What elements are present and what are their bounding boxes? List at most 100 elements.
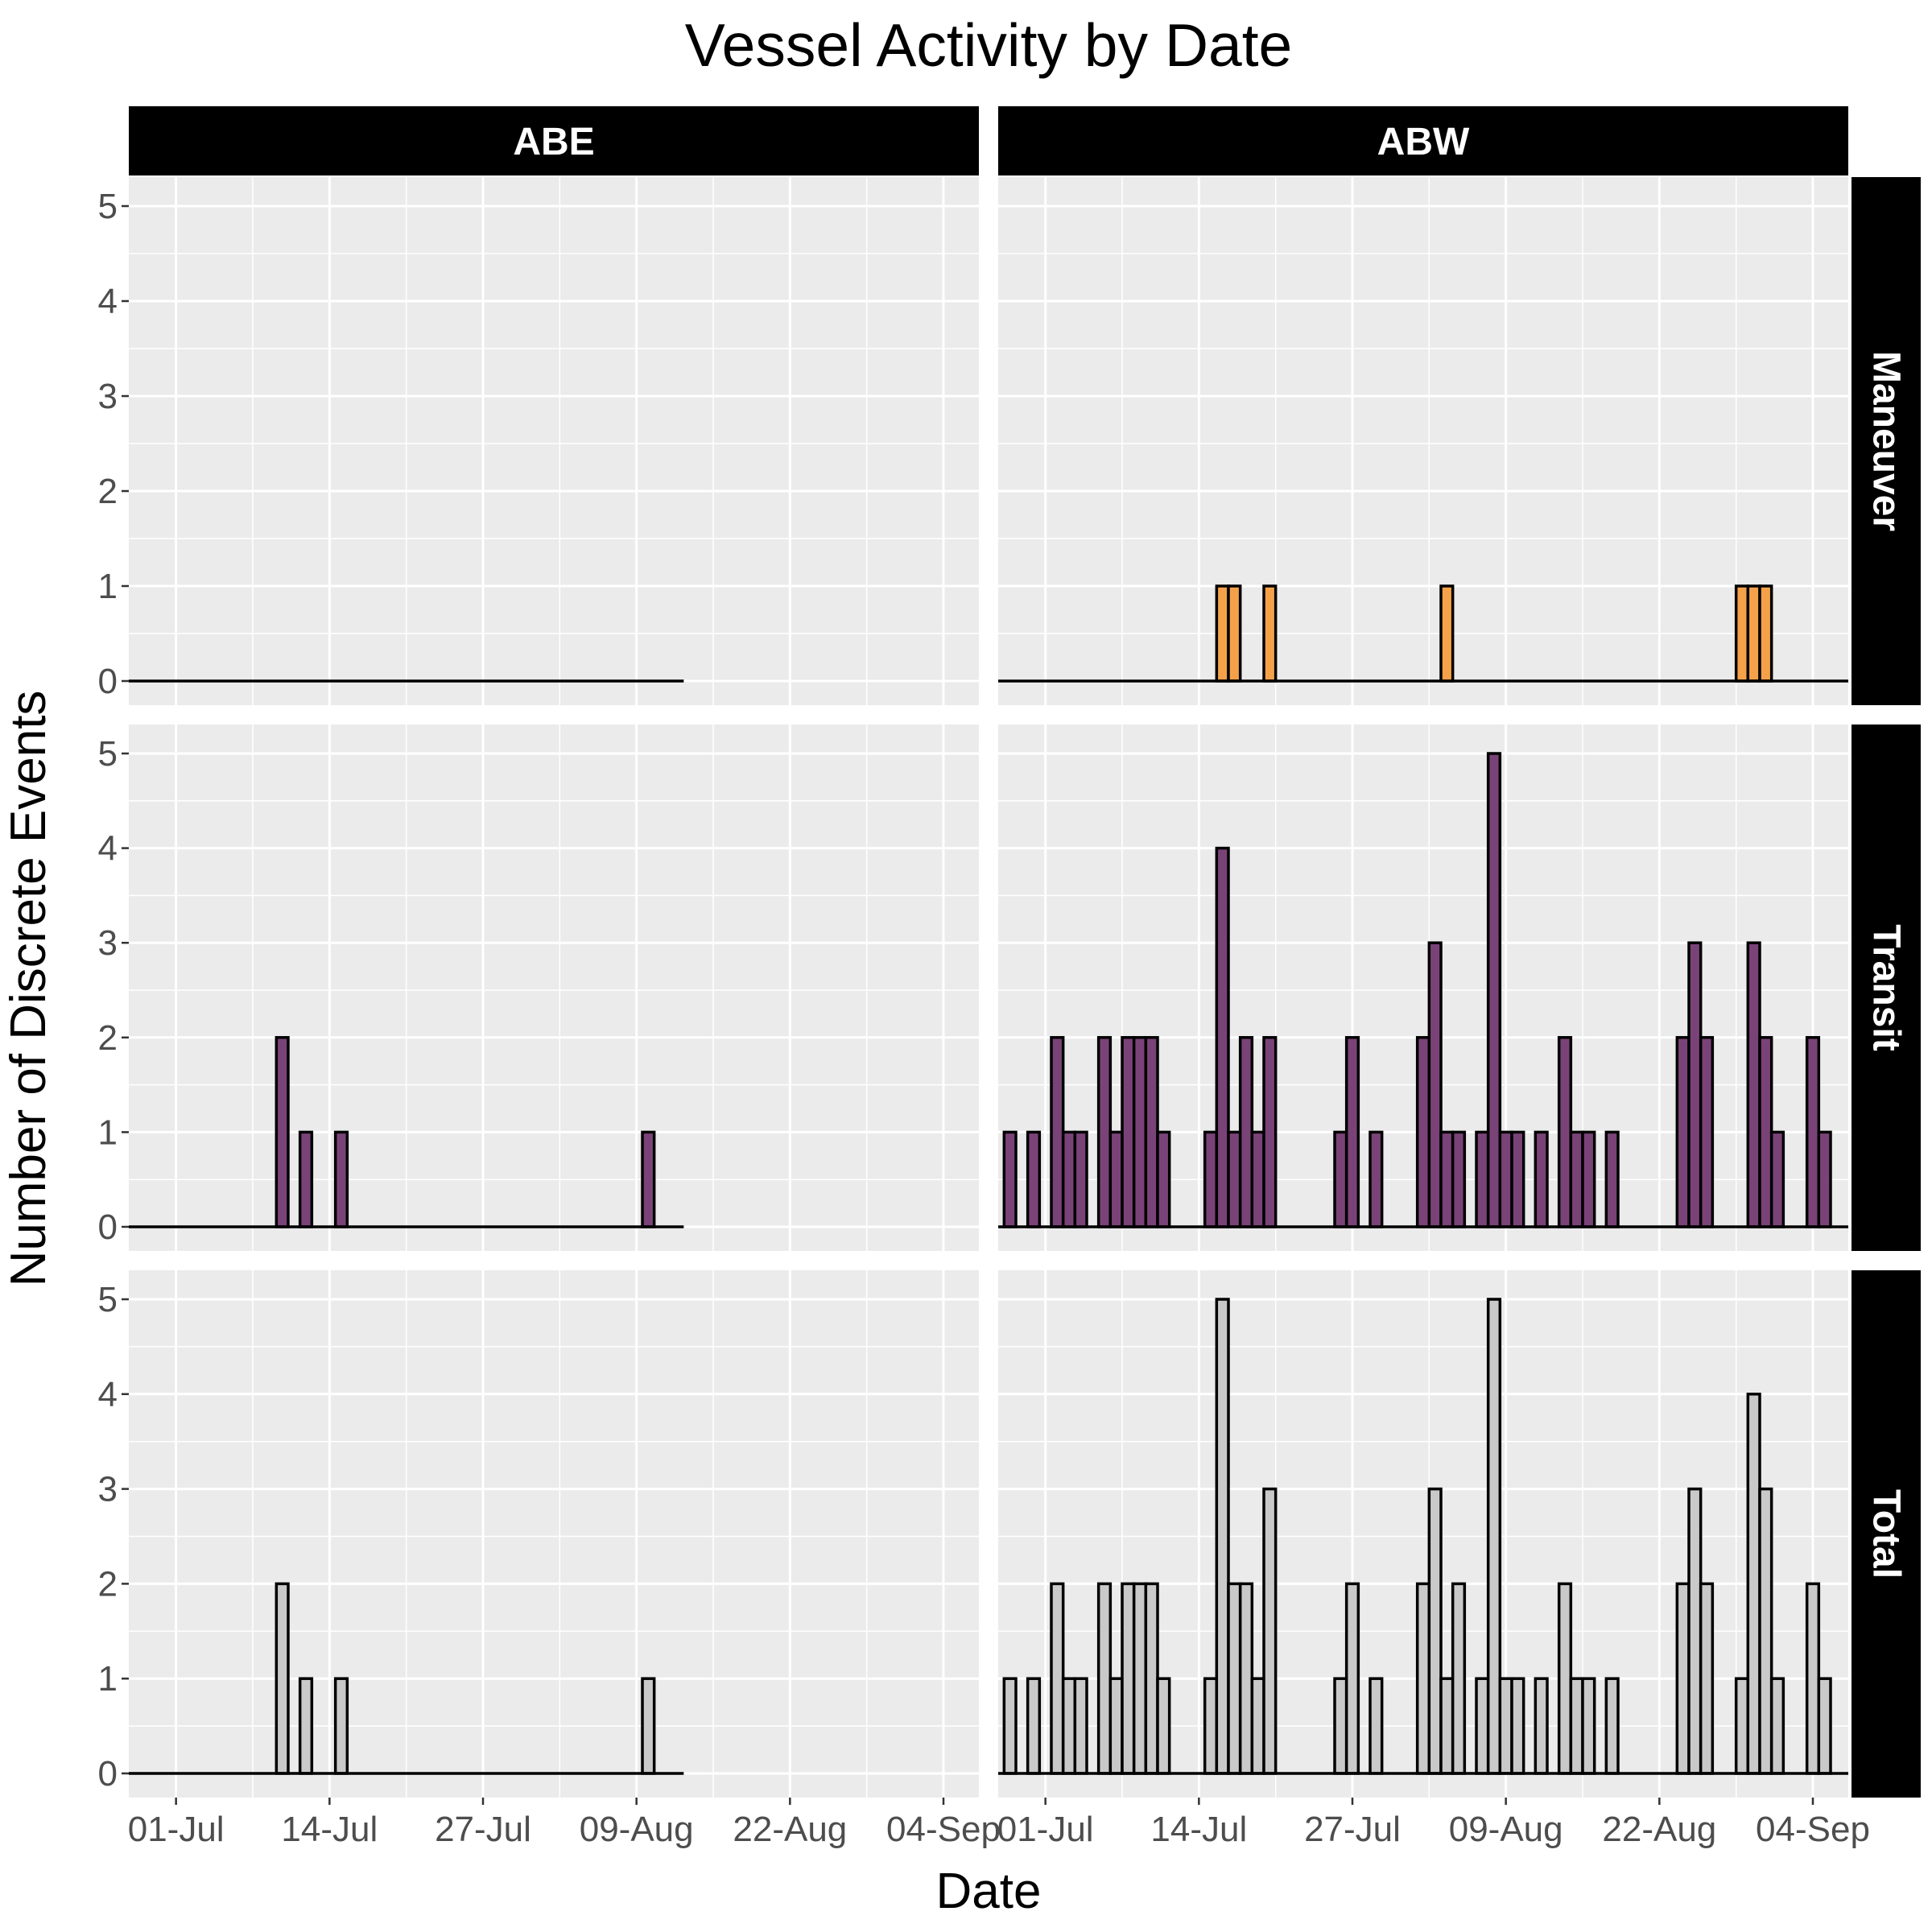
bar-transit [1050,1036,1065,1228]
bar-transit [1604,1130,1620,1228]
y-tick-label: 2 [98,1018,118,1058]
bar-maneuver [1746,584,1761,683]
bar-total [1002,1677,1018,1775]
strip-label-maneuver: Maneuver [1865,351,1908,531]
bar-total [1581,1677,1596,1775]
bar-transit [1439,1130,1455,1228]
bar-transit [1486,752,1502,1228]
x-tick-label: 22-Aug [733,1810,847,1849]
bar-transit [1415,1036,1431,1228]
x-tick-label: 09-Aug [580,1810,694,1849]
strip-abw [998,106,1848,175]
bar-total [1475,1677,1490,1775]
x-axis-title: Date [936,1864,1042,1919]
panel-background [998,177,1848,705]
strip-total [1852,1270,1921,1798]
strip-label-abw: ABW [1377,121,1470,163]
bar-total [1687,1487,1703,1775]
bar-transit [1758,1036,1773,1228]
bar-transit [1368,1130,1384,1228]
x-tick-label: 27-Jul [1304,1810,1401,1849]
y-tick-label: 3 [98,377,118,416]
x-tick-label: 14-Jul [281,1810,378,1849]
x-tick-label: 09-Aug [1449,1810,1563,1849]
bar-total [1699,1582,1715,1775]
strip-label-abe: ABE [513,121,594,163]
bar-transit [1096,1036,1113,1228]
bar-maneuver [1262,584,1278,683]
y-tick-label: 5 [98,734,118,774]
bar-total [333,1677,349,1775]
y-tick-label: 1 [98,1113,118,1152]
bar-transit [1687,941,1703,1228]
bar-transit [1061,1130,1077,1228]
bar-total [1227,1582,1242,1775]
bar-total [1132,1582,1148,1775]
strip-label-total: Total [1865,1489,1908,1579]
bar-transit [1817,1130,1832,1228]
bar-total [641,1677,656,1775]
bar-total [1498,1677,1513,1775]
bar-transit [1344,1036,1360,1228]
bar-total [1026,1677,1042,1775]
panel-abe-total [129,1270,979,1798]
x-tick-label: 04-Sep [886,1810,1001,1849]
bar-total [1238,1582,1254,1775]
bar-transit [1451,1130,1467,1228]
bar-transit [1333,1130,1348,1228]
bar-transit [1557,1036,1573,1228]
bar-transit [1534,1130,1549,1228]
facet-panels: ABE 0 1 2 3 4 5 0 1 2 3 4 5 0 1 2 3 4 5 01-Jul 14-Jul 27-Jul 0… [98,106,1921,1849]
y-tick-label: 4 [98,282,118,321]
bar-total [1510,1677,1525,1775]
bar-total [1569,1677,1584,1775]
bar-total [1215,1298,1230,1775]
bar-transit [1510,1130,1525,1228]
bar-total [1368,1677,1384,1775]
bar-total [1769,1677,1785,1775]
strip-transit [1852,724,1921,1251]
bar-total [1156,1677,1171,1775]
panel-background [129,177,979,705]
bar-maneuver [1215,584,1230,683]
strip-label-transit: Transit [1865,924,1908,1051]
bar-transit [1203,1130,1219,1228]
bar-transit [1026,1130,1042,1228]
y-tick-label: 2 [98,1564,118,1604]
bar-transit [1144,1036,1159,1228]
bar-transit [1699,1036,1715,1228]
panel-abe-maneuver [129,177,979,705]
bar-transit [333,1130,349,1228]
bar-transit [1475,1130,1490,1228]
bar-total [1746,1393,1761,1775]
bar-transit [1250,1130,1265,1228]
bar-maneuver [1227,584,1242,683]
chart-title: Vessel Activity by Date [685,11,1293,79]
bar-transit [1002,1130,1018,1228]
bar-transit [1227,1130,1242,1228]
bar-total [1439,1677,1455,1775]
bar-maneuver [1734,584,1750,683]
y-tick-label: 3 [98,923,118,963]
bar-total [1427,1487,1443,1775]
bar-transit [1215,846,1230,1228]
x-tick-label: 14-Jul [1150,1810,1247,1849]
y-tick-label: 2 [98,472,118,511]
bar-total [1415,1582,1431,1775]
y-tick-label: 0 [98,1754,118,1794]
x-tick-label: 01-Jul [997,1810,1094,1849]
y-axis-title: Number of Discrete Events [1,691,56,1287]
y-tick-label: 0 [98,662,118,701]
bar-transit [1108,1130,1124,1228]
y-tick-label: 4 [98,829,118,869]
panel-background [129,724,979,1251]
bar-transit [1427,941,1443,1228]
y-tick-label: 0 [98,1208,118,1247]
bar-transit [1498,1130,1513,1228]
bar-maneuver [1758,584,1773,683]
y-tick-label: 4 [98,1375,118,1414]
bar-total [1073,1677,1088,1775]
bar-transit [1121,1036,1136,1228]
bar-total [1451,1582,1467,1775]
